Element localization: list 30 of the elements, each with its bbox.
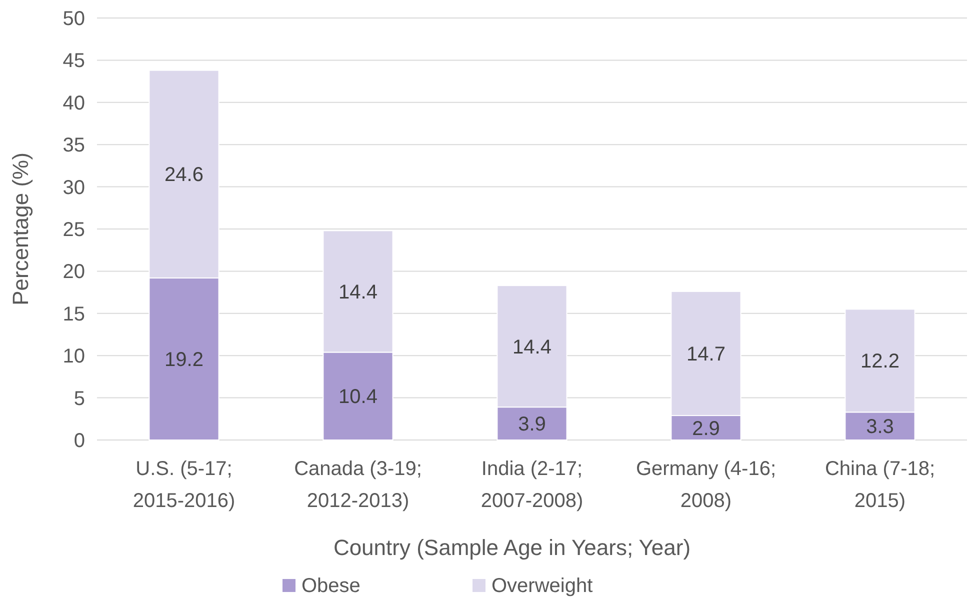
- legend-label: Obese: [302, 575, 360, 597]
- data-label: 3.3: [866, 416, 894, 438]
- y-tick-label: 15: [62, 303, 85, 326]
- legend-label: Overweight: [492, 575, 594, 597]
- y-tick-label: 20: [62, 261, 85, 284]
- data-label: 14.4: [512, 336, 552, 358]
- y-tick-label: 45: [62, 50, 85, 72]
- x-tick-label: U.S. (5-17; 2015-2016): [132, 458, 236, 512]
- x-tick-label: Canada (3-19; 2012-2013): [294, 458, 422, 512]
- data-label: 14.4: [338, 281, 378, 304]
- y-tick-label: 30: [62, 176, 85, 199]
- y-tick-label: 0: [74, 430, 85, 452]
- y-tick-label: 35: [62, 134, 85, 157]
- data-label: 2.9: [692, 418, 720, 440]
- y-tick-label: 5: [74, 388, 85, 410]
- data-label: 12.2: [860, 350, 900, 373]
- y-axis-title: Percentage (%): [8, 152, 33, 306]
- y-tick-label: 40: [62, 92, 85, 114]
- x-tick-label: Germany (4-16; 2008): [636, 458, 776, 512]
- x-tick-label: China (7-18; 2015): [824, 458, 936, 512]
- data-label: 10.4: [338, 386, 378, 408]
- data-label: 3.9: [518, 414, 546, 436]
- data-label: 24.6: [164, 164, 204, 186]
- data-label: 19.2: [164, 348, 204, 371]
- y-tick-label: 25: [62, 219, 85, 241]
- y-tick-label: 10: [62, 346, 85, 368]
- data-label: 14.7: [686, 343, 726, 366]
- y-tick-label: 50: [62, 8, 85, 30]
- x-axis-title: Country (Sample Age in Years; Year): [333, 535, 691, 560]
- x-tick-label: India (2-17; 2007-2008): [480, 458, 584, 512]
